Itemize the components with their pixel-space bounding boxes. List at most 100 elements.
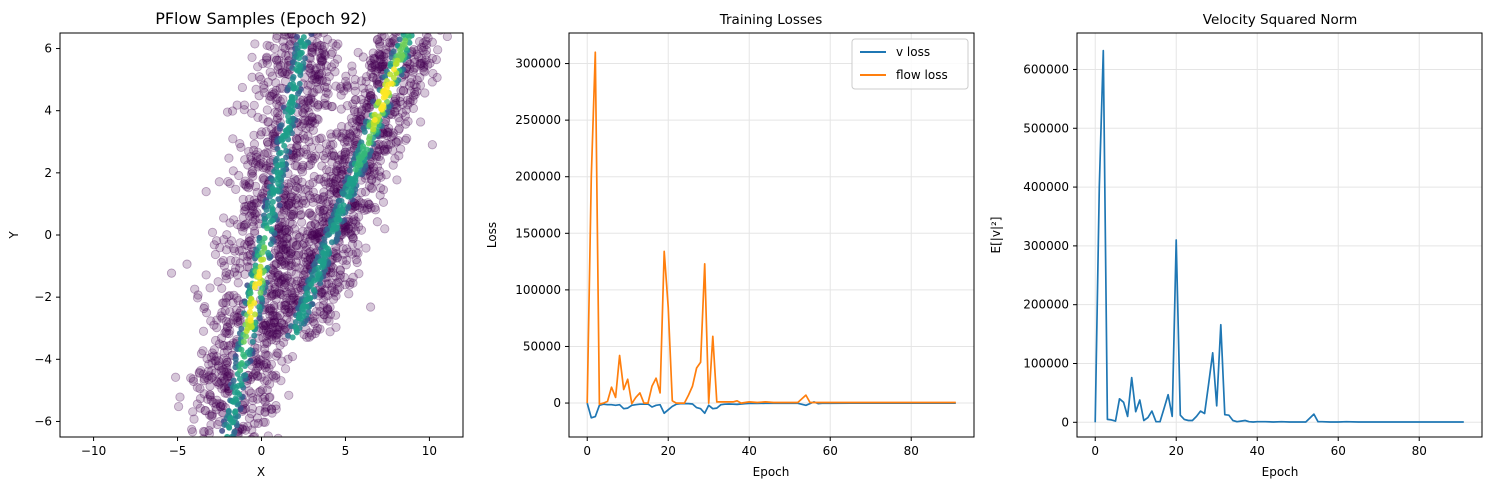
scatter-point [229, 215, 239, 225]
scatter-point [384, 127, 394, 137]
scatter-point [210, 368, 220, 378]
scatter-point [219, 383, 230, 393]
density-point [257, 263, 264, 270]
scatter-point [367, 183, 377, 194]
scatter-point [396, 86, 406, 96]
density-point [348, 180, 355, 187]
scatter-point [306, 210, 316, 220]
scatter-point [239, 179, 249, 189]
scatter-point [314, 222, 324, 232]
scatter-point [336, 90, 346, 100]
scatter-point [249, 208, 259, 218]
scatter-title: PFlow Samples (Epoch 92) [155, 9, 367, 28]
scatter-point [246, 409, 257, 419]
scatter-point [229, 290, 239, 300]
scatter-point [224, 317, 234, 327]
scatter-point [297, 217, 307, 227]
scatter-point [273, 64, 283, 74]
density-point [344, 193, 351, 200]
scatter-point [330, 179, 340, 190]
scatter-point [353, 107, 363, 117]
scatter-point [322, 100, 332, 110]
scatter-point [327, 102, 337, 112]
scatter-point [316, 41, 326, 51]
scatter-point [240, 180, 251, 190]
y-tick-label: 100000 [515, 283, 561, 297]
scatter-point [272, 99, 282, 109]
scatter-point [329, 185, 339, 195]
density-point [237, 367, 244, 374]
scatter-point [304, 237, 314, 247]
scatter-point [331, 175, 341, 185]
scatter-point [219, 347, 229, 357]
scatter-point [388, 128, 398, 138]
scatter-point [335, 265, 345, 275]
scatter-point [317, 50, 327, 60]
scatter-point [265, 41, 275, 51]
scatter-point [421, 45, 432, 55]
scatter-point [268, 322, 278, 333]
scatter-point [229, 311, 240, 321]
scatter-point [373, 63, 383, 74]
scatter-point [255, 386, 266, 396]
scatter-point [269, 315, 279, 325]
scatter-point [272, 329, 283, 339]
scatter-point [220, 328, 230, 338]
scatter-point [326, 177, 336, 188]
scatter-point [315, 174, 325, 184]
scatter-point [219, 261, 229, 271]
scatter-point [394, 123, 404, 134]
scatter-point [222, 230, 232, 240]
velocity-panel: Velocity Squared Norm 0 20 40 60 80 01000002… [989, 12, 1483, 479]
scatter-point [300, 233, 311, 243]
scatter-point [215, 402, 226, 412]
scatter-point [294, 134, 305, 144]
density-point [272, 187, 279, 194]
scatter-point [252, 187, 262, 197]
scatter-point [418, 45, 428, 56]
scatter-point [204, 375, 214, 385]
scatter-point [275, 252, 285, 262]
density-point [375, 113, 382, 120]
scatter-point [354, 269, 364, 279]
scatter-point [311, 228, 321, 238]
scatter-point [212, 315, 222, 325]
scatter-point [273, 93, 283, 103]
scatter-point [210, 249, 221, 260]
scatter-point [278, 239, 288, 249]
scatter-point [271, 332, 281, 343]
scatter-point [281, 50, 291, 60]
scatter-point [279, 237, 289, 247]
scatter-point [397, 108, 408, 118]
scatter-point [328, 179, 338, 189]
series-line-0 [1094, 49, 1464, 423]
scatter-point [258, 58, 268, 69]
scatter-point [213, 439, 221, 447]
scatter-point [275, 340, 285, 350]
scatter-point [262, 53, 272, 63]
density-point [315, 271, 322, 278]
scatter-point [248, 171, 258, 181]
scatter-point [365, 88, 376, 98]
scatter-point [271, 294, 281, 304]
density-point [291, 84, 298, 91]
scatter-point [205, 390, 215, 400]
scatter-point [225, 319, 236, 329]
scatter-point [236, 142, 246, 152]
scatter-point [286, 307, 296, 317]
scatter-point [248, 396, 258, 406]
scatter-point [280, 260, 291, 270]
scatter-point [309, 229, 320, 239]
density-point [390, 48, 397, 55]
scatter-point [290, 160, 300, 171]
scatter-point [279, 204, 289, 215]
scatter-point [417, 58, 427, 68]
scatter-point [265, 318, 276, 328]
scatter-point [308, 71, 318, 81]
scatter-point [289, 224, 300, 234]
scatter-point [291, 148, 302, 158]
scatter-point [333, 166, 343, 176]
scatter-point [264, 393, 274, 403]
